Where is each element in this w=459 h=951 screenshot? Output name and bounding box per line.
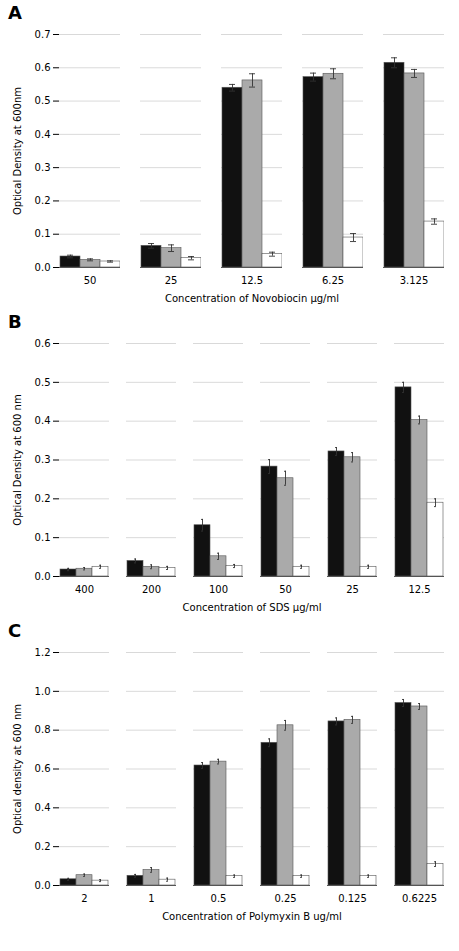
html-text:C: C — [8, 620, 22, 641]
svg-text:0.125: 0.125 — [338, 893, 367, 904]
html-text:A: A — [8, 2, 22, 23]
svg-text:1: 1 — [148, 893, 154, 904]
svg-text:0.6: 0.6 — [35, 338, 51, 349]
svg-text:25: 25 — [165, 275, 178, 286]
svg-text:200: 200 — [142, 584, 161, 595]
svg-text:0.8: 0.8 — [35, 724, 51, 735]
svg-text:6.25: 6.25 — [322, 275, 344, 286]
svg-text:Concentration of Polymyxin B u: Concentration of Polymyxin B ug/ml — [162, 911, 342, 922]
svg-text:0.6225: 0.6225 — [402, 893, 437, 904]
svg-text:1.2: 1.2 — [35, 647, 51, 658]
svg-text:0.5: 0.5 — [211, 893, 227, 904]
svg-text:0.0: 0.0 — [35, 262, 51, 273]
svg-text:50: 50 — [279, 584, 292, 595]
svg-text:0.7: 0.7 — [35, 29, 51, 40]
svg-text:12.5: 12.5 — [408, 584, 430, 595]
svg-text:Concentration of Novobiocin μg: Concentration of Novobiocin μg/ml — [165, 293, 339, 304]
svg-text:0.25: 0.25 — [274, 893, 296, 904]
svg-text:0.6: 0.6 — [35, 763, 51, 774]
svg-text:25: 25 — [346, 584, 359, 595]
svg-text:Optical density at 600 nm: Optical density at 600 nm — [12, 704, 23, 834]
svg-text:0.4: 0.4 — [35, 129, 51, 140]
svg-text:12.5: 12.5 — [241, 275, 263, 286]
svg-text:0.4: 0.4 — [35, 415, 51, 426]
svg-text:0.3: 0.3 — [35, 162, 51, 173]
svg-text:0.5: 0.5 — [35, 377, 51, 388]
svg-text:0.0: 0.0 — [35, 571, 51, 582]
svg-text:Optical Density at 600nm: Optical Density at 600nm — [12, 87, 23, 215]
svg-text:0.2: 0.2 — [35, 195, 51, 206]
svg-text:100: 100 — [209, 584, 228, 595]
svg-text:0.1: 0.1 — [35, 228, 51, 239]
svg-text:Optical Density at 600 nm: Optical Density at 600 nm — [12, 394, 23, 525]
html-text:B: B — [8, 311, 22, 332]
svg-text:1.0: 1.0 — [35, 686, 51, 697]
svg-text:400: 400 — [75, 584, 94, 595]
svg-text:0.1: 0.1 — [35, 532, 51, 543]
svg-text:0.0: 0.0 — [35, 880, 51, 891]
svg-text:50: 50 — [84, 275, 97, 286]
svg-text:Concentration of SDS μg/ml: Concentration of SDS μg/ml — [183, 602, 322, 613]
svg-text:0.4: 0.4 — [35, 802, 51, 813]
svg-text:0.6: 0.6 — [35, 62, 51, 73]
svg-text:2: 2 — [81, 893, 87, 904]
svg-text:0.5: 0.5 — [35, 95, 51, 106]
svg-text:0.2: 0.2 — [35, 493, 51, 504]
svg-text:0.2: 0.2 — [35, 841, 51, 852]
svg-text:3.125: 3.125 — [400, 275, 429, 286]
svg-text:0.3: 0.3 — [35, 454, 51, 465]
